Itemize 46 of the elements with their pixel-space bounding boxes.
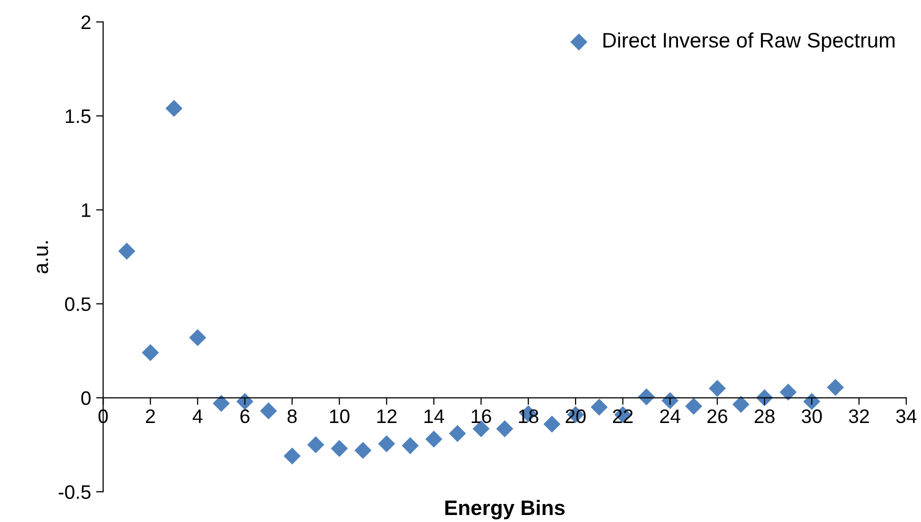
y-tick-label: 2 bbox=[82, 15, 90, 29]
point bbox=[378, 435, 396, 452]
x-tick-label: 8 bbox=[288, 409, 297, 424]
legend-label: Direct Inverse of Raw Spectrum bbox=[603, 32, 894, 52]
x-tick-label: 6 bbox=[240, 409, 250, 424]
point bbox=[685, 398, 702, 415]
point bbox=[354, 442, 372, 459]
x-tick-label: 16 bbox=[472, 409, 492, 424]
point bbox=[732, 396, 750, 413]
point bbox=[260, 402, 278, 420]
x-tick-label: 14 bbox=[424, 410, 444, 423]
point bbox=[307, 436, 324, 454]
point bbox=[402, 437, 419, 454]
point bbox=[590, 398, 608, 416]
x-tick-label: 12 bbox=[377, 409, 396, 423]
y-axis-title: a.u. bbox=[36, 241, 48, 274]
x-tick-label: 34 bbox=[896, 409, 917, 424]
y-tick-label: 0 bbox=[81, 391, 91, 405]
x-tick-label: 32 bbox=[848, 409, 869, 424]
y-tick-label: 1 bbox=[82, 204, 90, 217]
point bbox=[708, 380, 726, 397]
y-tick-label: -0.5 bbox=[58, 485, 91, 499]
x-tick-label: 30 bbox=[802, 409, 822, 424]
y-tick-label: 1.5 bbox=[66, 110, 91, 124]
point bbox=[496, 420, 514, 438]
point bbox=[330, 440, 348, 458]
point bbox=[212, 394, 230, 412]
x-tick-label: 24 bbox=[660, 409, 680, 423]
x-axis-title: Energy Bins bbox=[445, 500, 565, 520]
point bbox=[189, 329, 206, 346]
point bbox=[142, 344, 159, 362]
point bbox=[826, 378, 844, 396]
x-tick-label: 26 bbox=[707, 409, 728, 424]
point bbox=[118, 242, 136, 260]
point bbox=[780, 384, 797, 401]
x-tick-label: 2 bbox=[146, 409, 155, 423]
point bbox=[166, 100, 183, 117]
x-tick-label: 10 bbox=[330, 409, 350, 424]
point bbox=[236, 393, 254, 410]
point bbox=[425, 430, 442, 448]
x-tick-label: 28 bbox=[754, 409, 775, 424]
point bbox=[543, 416, 560, 433]
x-tick-label: 4 bbox=[192, 410, 202, 423]
y-tick-label: 0.5 bbox=[65, 297, 91, 312]
point bbox=[284, 448, 301, 465]
point bbox=[448, 424, 466, 442]
